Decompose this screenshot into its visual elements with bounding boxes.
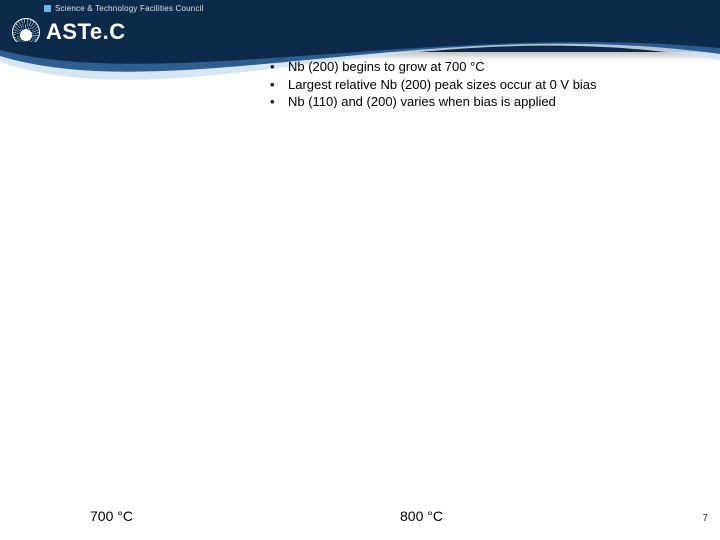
page-number: 7: [702, 513, 708, 524]
caption-left: 700 °C: [90, 508, 133, 524]
council-line: Science & Technology Facilities Council: [44, 4, 204, 13]
bullet-item: Nb (200) begins to grow at 700 °C: [270, 58, 710, 76]
bullet-list: Nb (200) begins to grow at 700 °C Larges…: [270, 58, 710, 111]
bullet-item: Largest relative Nb (200) peak sizes occ…: [270, 76, 710, 94]
caption-right: 800 °C: [400, 508, 443, 524]
council-dot-icon: [44, 5, 51, 12]
bullet-text: Nb (110) and (200) varies when bias is a…: [288, 93, 556, 111]
bullet-item: Nb (110) and (200) varies when bias is a…: [270, 93, 710, 111]
slide: Science & Technology Facilities Council …: [0, 0, 720, 540]
bullet-text: Nb (200) begins to grow at 700 °C: [288, 58, 485, 76]
council-text: Science & Technology Facilities Council: [55, 4, 204, 13]
bullet-text: Largest relative Nb (200) peak sizes occ…: [288, 76, 597, 94]
